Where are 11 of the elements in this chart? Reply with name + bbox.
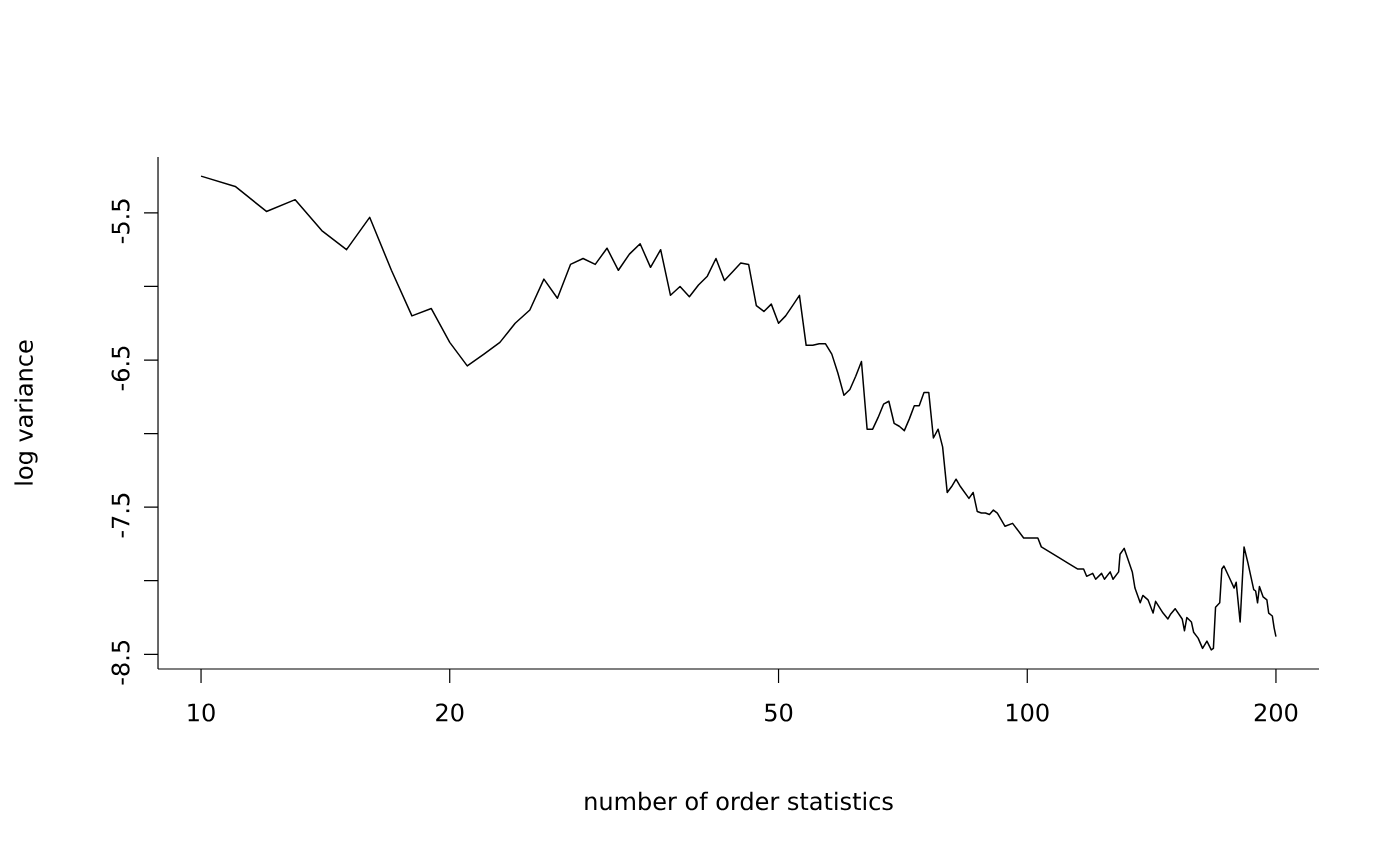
y-axis-title: log variance — [14, 340, 38, 485]
x-tick-label: 10 — [188, 703, 215, 722]
x-tick-label: 200 — [1254, 703, 1298, 722]
x-tick-label: 50 — [765, 703, 793, 722]
x-tick-label: 20 — [436, 703, 464, 722]
x-tick-label: 100 — [1007, 703, 1049, 722]
y-tick-label: -5.5 — [111, 199, 130, 244]
y-tick-label: -8.5 — [111, 640, 130, 685]
y-tick-label: -7.5 — [111, 493, 130, 538]
y-tick-label: -6.5 — [111, 346, 130, 391]
x-axis-title: number of order statistics — [585, 791, 893, 811]
